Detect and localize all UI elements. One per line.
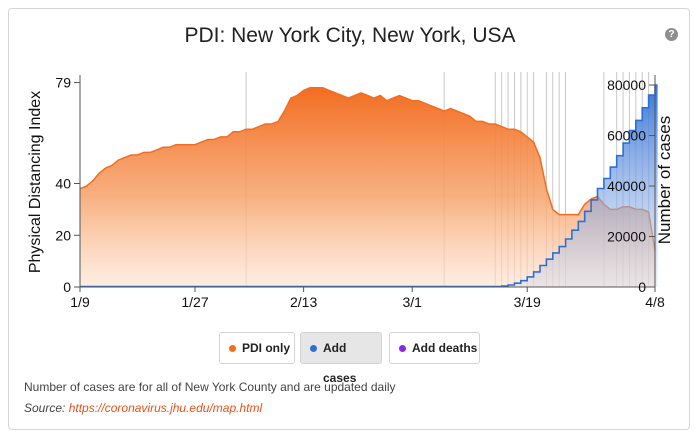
x-tick-label: 4/8 <box>645 294 665 310</box>
x-tick-label: 3/19 <box>514 294 541 310</box>
pdi-dot-icon <box>229 345 236 352</box>
cases-line <box>495 84 658 288</box>
y2-axis-label: Number of cases <box>655 116 674 245</box>
y-tick-label: 40 <box>55 176 71 192</box>
help-icon[interactable]: ? <box>665 28 678 41</box>
add-deaths-button[interactable]: Add deaths <box>389 332 480 364</box>
y-tick-label: 0 <box>63 279 71 295</box>
add-deaths-label: Add deaths <box>412 341 478 355</box>
deaths-dot-icon <box>399 345 406 352</box>
pdi-line <box>79 87 656 251</box>
cases-area-fill <box>495 85 658 287</box>
chart-svg: 0 20 40 79 0 20000 40000 60000 80000 1/9 1/27 2/13 3… <box>27 72 674 310</box>
y-tick-label: 79 <box>55 75 71 91</box>
y2-tick-label: 60000 <box>607 128 646 144</box>
x-tick-label: 1/27 <box>181 294 208 310</box>
x-tick-label: 1/9 <box>70 294 90 310</box>
x-tick-label: 3/1 <box>402 294 422 310</box>
pdi-only-button[interactable]: PDI only <box>219 332 295 364</box>
add-cases-label: Add cases <box>323 341 357 385</box>
axes: 0 20 40 79 0 20000 40000 60000 80000 1/9 1/27 2/13 3… <box>55 75 665 310</box>
y-axis-label: Physical Distancing Index <box>27 91 44 273</box>
y-tick-label: 20 <box>55 227 71 243</box>
y2-tick-label: 0 <box>638 279 646 295</box>
source-label: Source: <box>24 401 69 415</box>
add-cases-button[interactable]: Add cases <box>300 332 382 385</box>
y2-tick-label: 40000 <box>607 178 646 194</box>
pdi-area <box>79 87 656 287</box>
x-tick-label: 2/13 <box>290 294 317 310</box>
source-link[interactable]: https://coronavirus.jhu.edu/map.html <box>68 401 263 415</box>
chart-title: PDI: New York City, New York, USA <box>184 24 516 47</box>
y2-tick-label: 80000 <box>607 77 646 93</box>
y2-tick-label: 20000 <box>607 229 646 245</box>
footnote: Number of cases are for all of New York … <box>24 380 396 394</box>
pdi-only-label: PDI only <box>242 341 291 355</box>
source-line: Source: https://coronavirus.jhu.edu/map.… <box>24 401 262 415</box>
cases-dot-icon <box>310 345 317 352</box>
